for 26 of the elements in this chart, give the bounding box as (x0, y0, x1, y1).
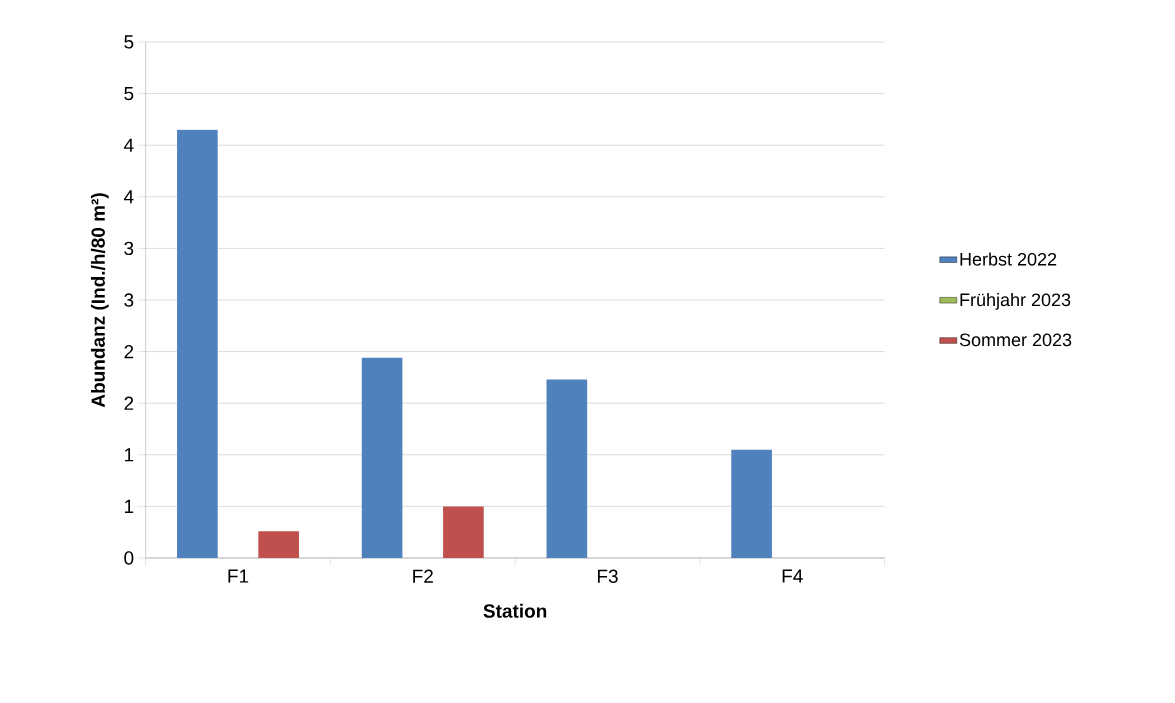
bar (546, 379, 588, 558)
y-tick-label: 5 (124, 86, 134, 101)
x-tick-label: F3 (597, 569, 618, 583)
y-tick-label: 2 (124, 396, 134, 410)
y-tick-label: 4 (123, 190, 134, 204)
bar (177, 129, 218, 558)
bar (443, 506, 484, 558)
legend-label: Frühjahr 2023 (960, 292, 1071, 310)
y-tick-label: 0 (124, 551, 134, 565)
y-tick-label: 5 (124, 35, 134, 49)
y-tick-label: 1 (124, 499, 134, 513)
y-tick-label: 3 (124, 293, 134, 307)
bar (258, 531, 299, 558)
x-tick-label: F1 (228, 569, 249, 583)
x-tick-label: F2 (413, 569, 433, 583)
y-tick-label: 3 (124, 241, 134, 256)
y-tick-label: 2 (124, 344, 134, 359)
bar (731, 449, 772, 558)
legend-label: Herbst 2022 (960, 252, 1057, 266)
bar (361, 357, 403, 558)
x-tick-label: F4 (782, 569, 803, 583)
y-tick-label: 4 (123, 138, 134, 152)
y-tick-label: 1 (124, 448, 134, 462)
x-axis-title: Station (483, 603, 547, 618)
y-axis-title: Abundanz (Ind./h/80 m²) (90, 193, 109, 408)
legend-label: Sommer 2023 (959, 333, 1072, 347)
